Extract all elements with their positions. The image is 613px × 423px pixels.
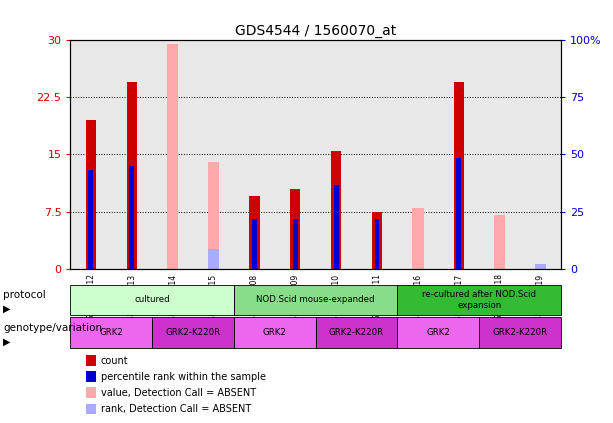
Text: rank, Detection Call = ABSENT: rank, Detection Call = ABSENT [101,404,251,414]
Bar [127,82,137,269]
Bar [331,151,341,269]
Bar [208,162,219,269]
Bar [456,158,461,269]
Text: genotype/variation: genotype/variation [3,323,102,333]
Text: percentile rank within the sample: percentile rank within the sample [101,372,265,382]
Bar [290,189,300,269]
Text: GRK2-K220R: GRK2-K220R [329,328,384,337]
Bar [129,166,134,269]
Bar [234,285,397,315]
Bar [249,196,259,269]
Bar [316,317,397,348]
Bar [234,317,316,348]
Text: GRK2: GRK2 [427,328,450,337]
Bar [208,249,219,269]
Bar [372,212,382,269]
Bar [167,44,178,269]
Bar [494,215,505,269]
Bar [397,317,479,348]
Text: re-cultured after NOD.Scid
expansion: re-cultured after NOD.Scid expansion [422,290,536,310]
Bar [375,219,379,269]
Bar [412,208,424,269]
Bar [397,285,561,315]
Bar [252,219,257,269]
Bar [479,317,561,348]
Text: cultured: cultured [134,295,170,305]
Title: GDS4544 / 1560070_at: GDS4544 / 1560070_at [235,24,397,38]
Text: ▶: ▶ [3,304,10,314]
Bar [70,285,234,315]
Bar [535,264,546,269]
Text: value, Detection Call = ABSENT: value, Detection Call = ABSENT [101,388,256,398]
Bar [293,219,298,269]
Text: count: count [101,356,128,365]
Bar [454,82,464,269]
Bar [86,120,96,269]
Bar [88,170,93,269]
Text: protocol: protocol [3,290,46,300]
Text: GRK2-K220R: GRK2-K220R [492,328,547,337]
Text: NOD.Scid mouse-expanded: NOD.Scid mouse-expanded [256,295,375,305]
Text: GRK2-K220R: GRK2-K220R [166,328,221,337]
Bar [152,317,234,348]
Text: ▶: ▶ [3,337,10,346]
Bar [70,317,152,348]
Text: GRK2: GRK2 [263,328,287,337]
Text: GRK2: GRK2 [99,328,123,337]
Bar [333,185,338,269]
